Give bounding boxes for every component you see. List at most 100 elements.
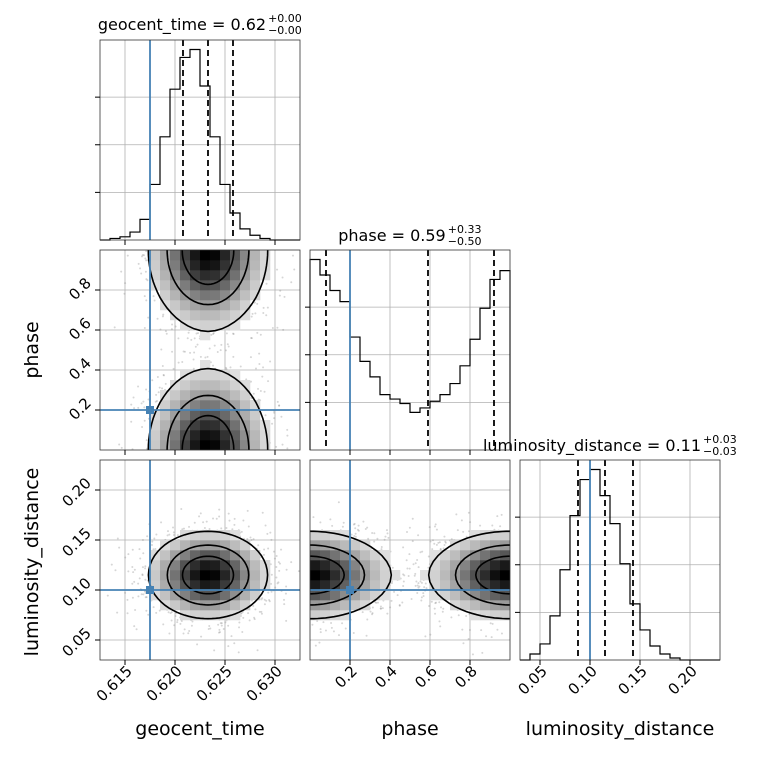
sample-point	[227, 345, 230, 348]
density-cell	[250, 290, 261, 301]
sample-point	[330, 626, 333, 629]
sample-point	[142, 400, 145, 403]
density-cell	[200, 430, 211, 441]
sample-point	[257, 387, 260, 390]
sample-point	[134, 609, 137, 612]
density-cell	[190, 560, 201, 571]
density-cell	[160, 440, 171, 450]
sample-point	[281, 276, 284, 279]
sample-point	[145, 609, 148, 612]
density-cell	[160, 290, 171, 301]
density-cell	[230, 280, 241, 291]
sample-point	[434, 602, 437, 605]
sample-point	[437, 541, 440, 544]
density-cell	[220, 280, 231, 291]
density-cell	[150, 270, 161, 281]
sample-point	[145, 278, 148, 281]
density-cell	[160, 420, 171, 431]
density-cell	[180, 280, 191, 291]
density-cell	[230, 400, 241, 411]
sample-point	[411, 540, 414, 543]
sample-point	[267, 547, 270, 550]
density-cell	[210, 300, 221, 311]
sample-point	[316, 526, 318, 528]
density-cell	[240, 440, 251, 450]
frame-geocent_time-phase	[99, 249, 301, 451]
sample-point	[177, 337, 180, 340]
grid-geocent_time-luminosity_distance	[100, 460, 300, 660]
sample-point	[250, 336, 253, 339]
density-cell	[240, 310, 251, 321]
sample-point	[113, 326, 116, 329]
sample-point	[216, 351, 219, 354]
density-cell	[220, 260, 231, 271]
sample-point	[225, 332, 228, 335]
sample-point	[271, 422, 274, 425]
sample-point	[182, 350, 185, 353]
sample-point	[258, 352, 261, 355]
density-cell	[170, 570, 181, 581]
density-cell	[230, 580, 241, 591]
density-cell	[160, 280, 171, 291]
density-cell	[200, 290, 211, 301]
sample-point	[242, 616, 245, 619]
sample-point	[277, 561, 280, 564]
density-cell	[260, 570, 271, 581]
density-cell	[220, 390, 231, 401]
sample-point	[420, 596, 423, 599]
sample-point	[144, 578, 147, 581]
sample-point	[187, 331, 190, 334]
sample-point	[342, 521, 345, 524]
sample-point	[455, 513, 458, 516]
sample-point	[278, 404, 281, 407]
density-cell	[250, 430, 261, 441]
sample-point	[319, 631, 322, 634]
sample-point	[146, 279, 149, 282]
density-cell	[240, 290, 251, 301]
density-cell	[240, 280, 251, 291]
sample-point	[275, 565, 278, 568]
density-cell	[220, 440, 231, 450]
sample-point	[256, 302, 259, 305]
density-cell	[170, 290, 181, 301]
sample-point	[277, 581, 280, 584]
sample-point	[371, 532, 374, 535]
sample-point	[142, 593, 145, 596]
density-cell	[230, 600, 241, 611]
density-cell	[200, 380, 211, 391]
density-cell	[180, 310, 191, 321]
sample-point	[442, 607, 445, 610]
density-cell	[200, 550, 211, 561]
sample-point	[208, 624, 211, 627]
sample-point	[141, 574, 144, 577]
sample-point	[138, 548, 141, 551]
sample-point	[491, 622, 494, 625]
sample-point	[254, 367, 257, 370]
sample-point	[143, 326, 146, 329]
sample-point	[238, 626, 241, 629]
sample-point	[286, 428, 289, 431]
density-cell	[230, 300, 241, 311]
sample-point	[126, 612, 129, 615]
density-cell	[210, 400, 221, 411]
sample-point	[280, 415, 283, 418]
title-plus-error: +0.33	[448, 223, 482, 236]
sample-point	[144, 565, 147, 568]
sample-point	[411, 517, 414, 520]
sample-point	[164, 382, 167, 385]
sample-point	[450, 538, 453, 541]
sample-point	[218, 515, 221, 518]
sample-point	[143, 406, 146, 409]
density-cell	[210, 550, 221, 561]
sample-point	[195, 332, 198, 335]
density-cell	[240, 250, 251, 261]
sample-point	[180, 620, 183, 623]
sample-point	[132, 571, 135, 574]
sample-point	[203, 527, 206, 530]
sample-point	[381, 607, 384, 610]
sample-point	[271, 326, 274, 329]
sample-point	[141, 538, 144, 541]
density-cell	[200, 420, 211, 431]
density-cell	[230, 370, 241, 381]
density-cell	[210, 410, 221, 421]
